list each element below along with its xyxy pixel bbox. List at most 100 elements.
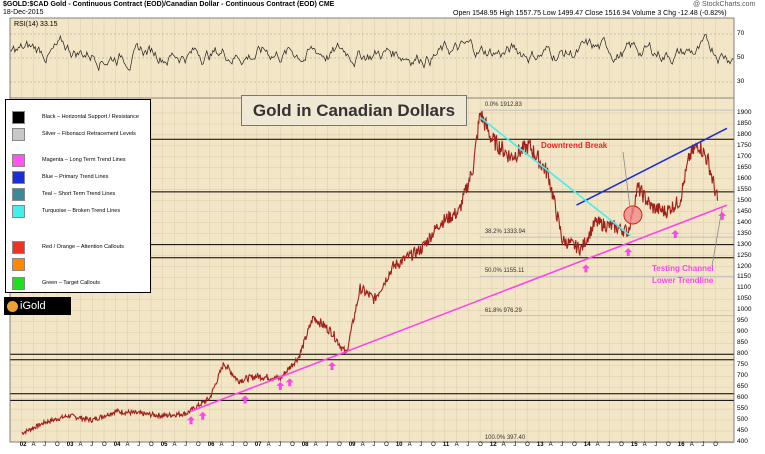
y-tick: 1600 — [737, 174, 752, 182]
x-tick: 11 — [442, 442, 450, 448]
quote-line: Open 1548.95 High 1557.75 Low 1499.47 Cl… — [453, 10, 727, 17]
x-tick: O — [572, 442, 577, 448]
legend-item: Blue – Primary Trend Lines — [10, 171, 150, 185]
y-tick: 1750 — [737, 141, 752, 149]
legend-label: Magenta – Long Term Trend Lines — [42, 157, 126, 163]
x-tick: 03 — [66, 442, 74, 448]
legend-swatch — [12, 188, 25, 201]
x-tick: J — [466, 442, 470, 448]
y-tick: 1500 — [737, 196, 752, 204]
up-arrow-icon — [187, 416, 195, 425]
y-tick: 1450 — [737, 207, 752, 215]
y-tick: 1350 — [737, 229, 752, 237]
legend-label: Black – Horizontal Support / Resistance — [42, 114, 139, 120]
y-tick: 450 — [737, 427, 748, 435]
x-tick: O — [149, 442, 154, 448]
x-tick: A — [360, 442, 365, 448]
x-tick: 09 — [348, 442, 356, 448]
up-arrow-icon — [198, 411, 207, 420]
x-tick: A — [595, 442, 600, 448]
y-tick: 1850 — [737, 119, 752, 127]
legend-item — [10, 258, 150, 272]
logo-text: iGold — [20, 300, 46, 312]
y-tick: 1000 — [737, 306, 752, 314]
x-tick: J — [278, 442, 282, 448]
testing-channel-callout-line2: Lower Trendline — [652, 276, 714, 285]
x-tick: J — [43, 442, 47, 448]
fib-label: 61.8% 976.29 — [484, 307, 522, 314]
trend-lines — [190, 116, 728, 413]
chart-date: 18-Dec-2015 — [3, 9, 44, 16]
x-tick: O — [478, 442, 483, 448]
y-tick: 600 — [737, 394, 748, 402]
x-tick: O — [196, 442, 201, 448]
x-tick: O — [713, 442, 718, 448]
x-tick: 12 — [489, 442, 497, 448]
x-tick: 06 — [207, 442, 215, 448]
x-tick: A — [689, 442, 694, 448]
legend-swatch — [12, 277, 25, 290]
x-tick: A — [313, 442, 318, 448]
legend-swatch — [12, 154, 25, 167]
y-tick: 1300 — [737, 240, 752, 248]
x-tick: 04 — [113, 442, 121, 448]
x-tick: J — [701, 442, 705, 448]
x-tick: J — [513, 442, 517, 448]
y-tick: 1250 — [737, 251, 752, 259]
y-tick: 800 — [737, 350, 748, 358]
symbol-line: $GOLD:$CAD Gold - Continuous Contract (E… — [3, 1, 335, 8]
up-arrow-icon — [624, 248, 633, 257]
x-tick: J — [419, 442, 423, 448]
fib-label: 50.0% 1155.11 — [484, 268, 525, 275]
rsi-tick: 30 — [737, 78, 745, 85]
rsi-tick: 70 — [737, 30, 745, 37]
legend-item: Red / Orange – Attention Callouts — [10, 241, 150, 255]
y-tick: 1800 — [737, 130, 752, 138]
legend-label: Silver – Fibonacci Retracement Levels — [42, 131, 136, 137]
legend-swatch — [12, 241, 25, 254]
trend-line-turquoise — [479, 116, 632, 237]
legend-swatch — [12, 258, 25, 271]
x-tick: J — [90, 442, 94, 448]
x-tick: A — [219, 442, 224, 448]
x-tick: 02 — [19, 442, 27, 448]
x-tick: A — [172, 442, 177, 448]
x-tick: 08 — [301, 442, 309, 448]
legend-item: Green – Target Callouts — [10, 277, 150, 291]
price-series — [21, 110, 719, 436]
legend-label: Teal – Short Term Trend Lines — [42, 191, 116, 197]
y-tick: 1550 — [737, 185, 752, 193]
x-tick: 16 — [677, 442, 685, 448]
x-tick: J — [325, 442, 329, 448]
fib-label: 38.2% 1333.94 — [484, 229, 526, 236]
x-tick: A — [407, 442, 412, 448]
trend-line-blue — [576, 127, 728, 206]
legend-label: Blue – Primary Trend Lines — [42, 174, 109, 180]
logo-icon — [7, 300, 18, 312]
rsi-tick: 50 — [737, 54, 745, 61]
x-tick: J — [560, 442, 564, 448]
y-tick: 850 — [737, 339, 748, 347]
x-tick: 15 — [630, 442, 638, 448]
testing-channel-callout-line1: Testing Channel — [652, 264, 714, 273]
downtrend-break-pointer — [622, 151, 631, 208]
y-tick: 750 — [737, 361, 748, 369]
x-tick: A — [266, 442, 271, 448]
x-tick: O — [384, 442, 389, 448]
gridlines — [10, 18, 734, 443]
y-tick: 1400 — [737, 218, 752, 226]
y-tick: 950 — [737, 317, 748, 325]
up-arrow-icon — [581, 264, 590, 273]
watermark: @ StockCharts.com — [693, 1, 756, 8]
x-tick: 14 — [583, 442, 591, 448]
y-tick: 1050 — [737, 295, 752, 303]
x-tick: O — [525, 442, 530, 448]
y-tick: 900 — [737, 328, 748, 336]
downtrend-break-circle — [623, 205, 643, 225]
y-tick: 650 — [737, 383, 748, 391]
y-tick: 1650 — [737, 163, 752, 171]
testing-channel-pointer — [711, 207, 723, 267]
x-tick: J — [184, 442, 188, 448]
legend-item: Teal – Short Term Trend Lines — [10, 188, 150, 202]
legend-item: Black – Horizontal Support / Resistance — [10, 111, 150, 125]
